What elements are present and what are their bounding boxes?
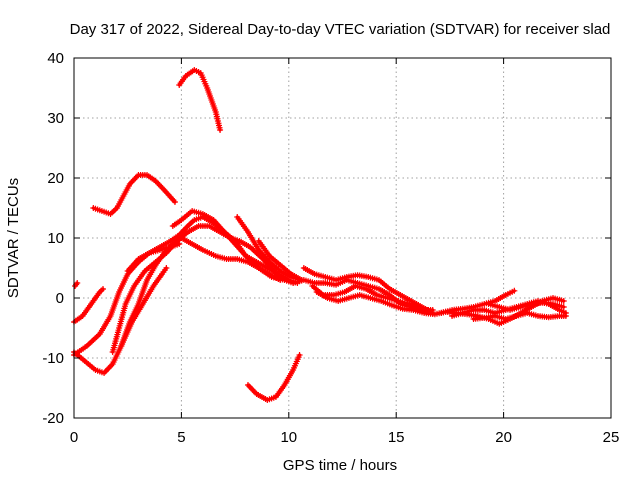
series-arc-s <box>470 310 569 322</box>
y-tick-label: 0 <box>56 290 64 307</box>
x-tick-label: 25 <box>603 429 620 446</box>
y-axis-label: SDTVAR / TECUs <box>5 178 22 298</box>
x-tick-label: 20 <box>495 429 512 446</box>
series-arc-a <box>71 286 106 325</box>
data-point <box>560 298 567 304</box>
data-point <box>163 265 170 271</box>
series-arc-p <box>313 289 567 327</box>
x-tick-label: 0 <box>70 429 78 446</box>
y-tick-label: 10 <box>47 230 64 247</box>
series-arc-g <box>124 241 183 274</box>
x-tick-label: 15 <box>388 429 405 446</box>
series-arc-h <box>169 208 301 286</box>
x-tick-label: 10 <box>280 429 297 446</box>
y-tick-label: 30 <box>47 110 64 127</box>
data-point <box>217 127 224 133</box>
data-series <box>71 67 569 403</box>
data-point <box>511 287 518 294</box>
y-tick-label: 40 <box>47 50 64 67</box>
data-point <box>296 352 303 358</box>
data-point <box>176 241 183 247</box>
y-tick-label: -10 <box>42 350 64 367</box>
data-point <box>562 313 569 319</box>
data-point <box>171 199 178 205</box>
y-tick-label: -20 <box>42 410 64 427</box>
axis-ticks: 0 5 10 15 20 25 -20 -10 0 10 20 30 40 <box>42 50 619 446</box>
series-arc-c <box>90 172 178 217</box>
series-arc-t <box>485 299 567 313</box>
data-point <box>74 280 81 286</box>
x-tick-label: 5 <box>177 429 185 446</box>
chart-title: Day 317 of 2022, Sidereal Day-to-day VTE… <box>70 21 611 38</box>
series-arc-q <box>438 287 518 316</box>
plot-frame <box>73 57 612 419</box>
data-point <box>560 304 567 310</box>
x-axis-label: GPS time / hours <box>283 457 397 474</box>
series-arc-o <box>309 283 421 310</box>
y-tick-label: 20 <box>47 170 64 187</box>
data-point <box>99 286 106 292</box>
series-arc-i <box>176 67 224 133</box>
grid <box>74 58 611 418</box>
series-arc-u <box>72 280 81 289</box>
series-arc-j <box>244 352 303 403</box>
